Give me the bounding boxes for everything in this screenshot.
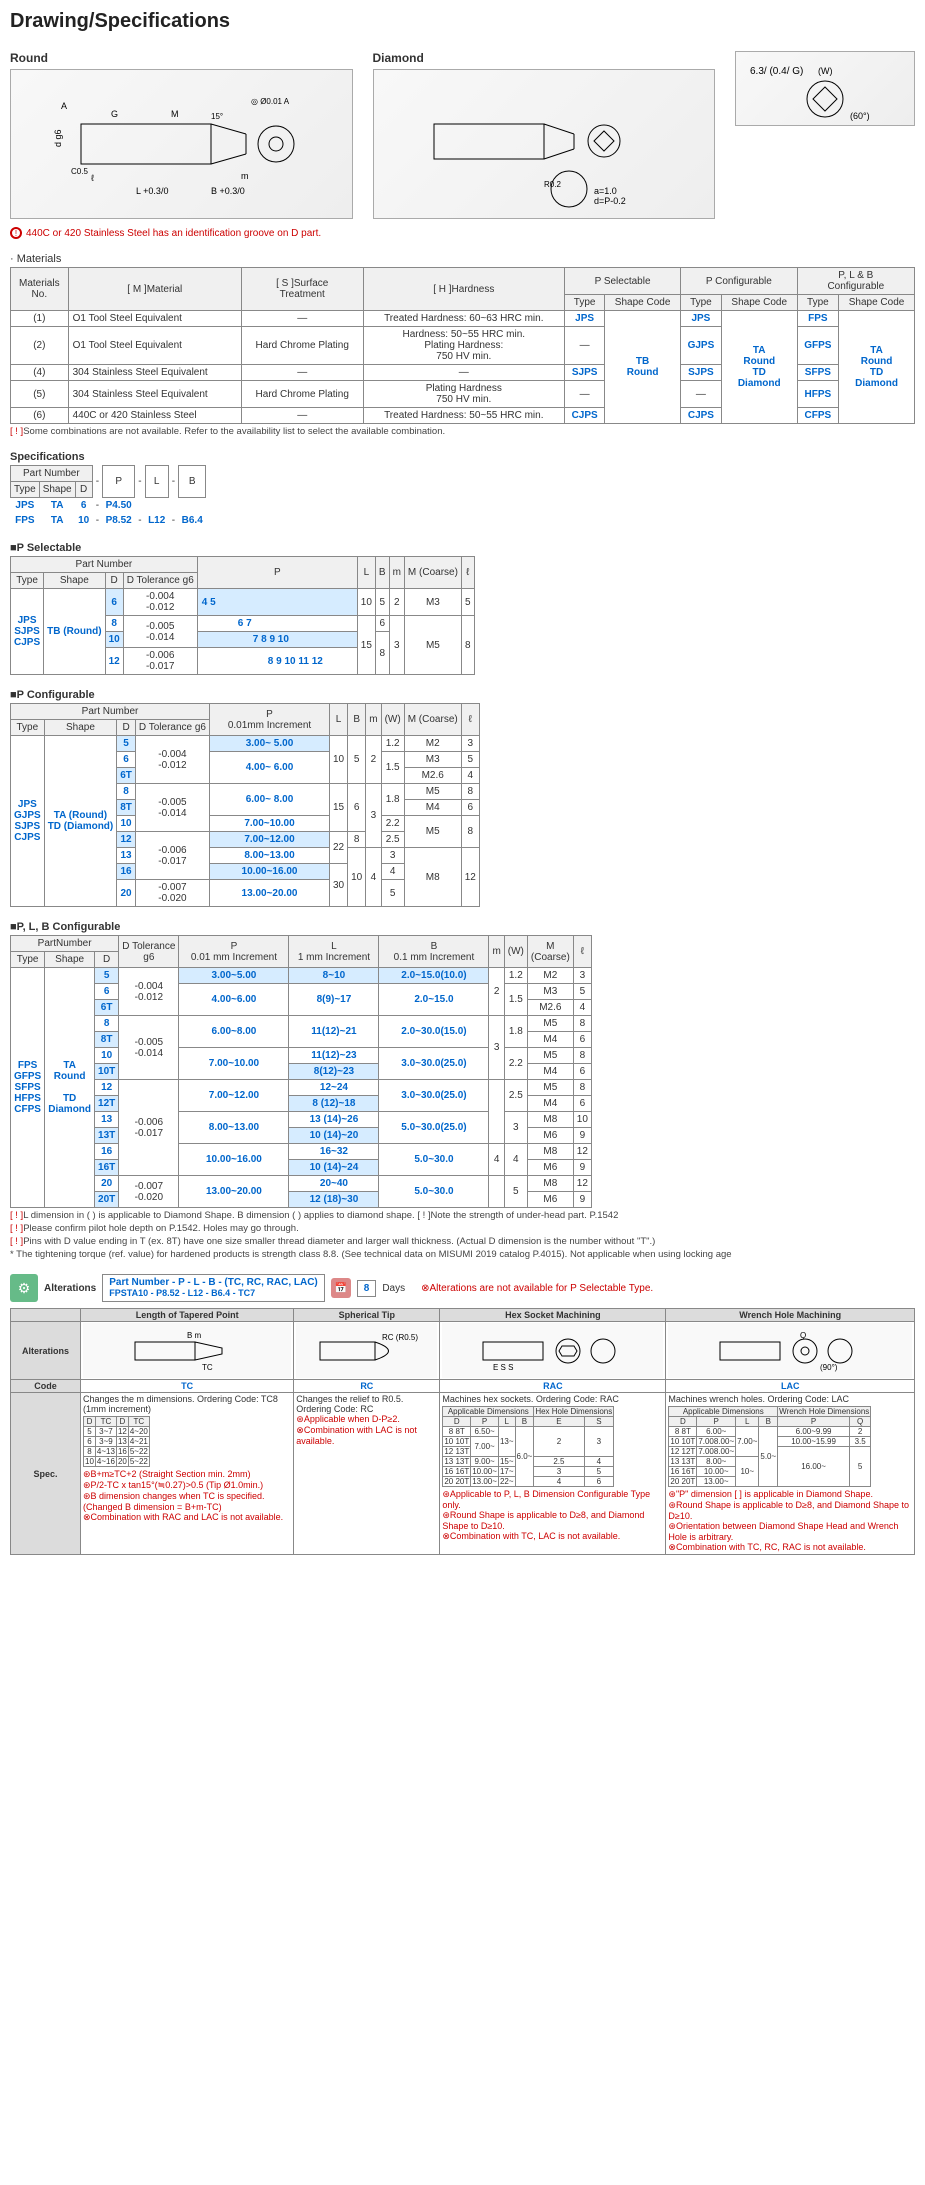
alterations-icon: ⚙ [10, 1274, 38, 1302]
svg-text:(90°): (90°) [820, 1363, 838, 1372]
drawing-round-label: Round [10, 51, 353, 65]
svg-text:6.3/ (0.4/ G): 6.3/ (0.4/ G) [750, 66, 803, 77]
svg-text:R0.2: R0.2 [544, 180, 561, 189]
svg-text:(60°): (60°) [850, 111, 870, 121]
specifications-table: Part Number -P -L -B TypeShapeD JPSTA6-P… [10, 465, 206, 528]
table-row: FPSTA10-P8.52-L12-B6.4 [11, 513, 206, 528]
svg-text:B m: B m [187, 1331, 202, 1340]
table-row: 12-0.006 -0.0177.00~12.0012~243.0~30.0(2… [11, 1080, 592, 1096]
svg-text:E S S: E S S [493, 1363, 513, 1372]
diamond-pin-svg: a=1.0 d=P-0.2 R0.2 [414, 79, 674, 209]
drawing-detail-1: 6.3/ (0.4/ G) (W) (60°) [735, 51, 915, 126]
svg-text:m: m [241, 171, 249, 181]
col-plb: P, L & B Configurable [797, 268, 914, 295]
svg-text:RC (R0.5): RC (R0.5) [382, 1333, 418, 1342]
svg-text:A: A [61, 101, 67, 111]
alt-tc-drawing: B m TC [83, 1323, 291, 1378]
table-row: JPS GJPS SJPS CJPSTA (Round) TD (Diamond… [11, 736, 480, 752]
svg-text:ℓ: ℓ [91, 173, 95, 183]
col-s: [ S ]Surface Treatment [241, 268, 363, 311]
pconf-table: Part NumberP 0.01mm IncrementLBm(W)M (Co… [10, 703, 480, 907]
materials-table: Materials No. [ M ]Material [ S ]Surface… [10, 267, 915, 424]
table-row: 8-0.005 -0.0146.00~8.0011(12)~212.0~30.0… [11, 1016, 592, 1032]
svg-text:15°: 15° [211, 112, 223, 121]
svg-text:d=P-0.2: d=P-0.2 [594, 196, 626, 206]
lac-spec-cell: Machines wrench holes. Ordering Code: LA… [666, 1393, 915, 1555]
materials-footnote: [ ! ]Some combinations are not available… [10, 426, 915, 437]
svg-text:M: M [171, 109, 179, 119]
tc-spec-cell: Changes the m dimensions. Ordering Code:… [81, 1393, 294, 1555]
alt-lac-drawing: Q (90°) [668, 1323, 912, 1378]
col-no: Materials No. [11, 268, 69, 311]
alterations-bar: ⚙ Alterations Part Number - P - L - B - … [10, 1274, 915, 1302]
alterations-table: Length of Tapered Point Spherical Tip He… [10, 1308, 915, 1555]
page-title: Drawing/Specifications [10, 10, 915, 33]
col-m: [ M ]Material [68, 268, 241, 311]
calendar-icon: 📅 [331, 1278, 351, 1298]
svg-text:Q: Q [800, 1331, 806, 1340]
plb-title: ■P, L, B Configurable [10, 921, 915, 933]
svg-text:◎ Ø0.01 A: ◎ Ø0.01 A [251, 97, 290, 106]
alt-rc-drawing: RC (R0.5) [296, 1323, 437, 1378]
svg-text:(W): (W) [818, 66, 833, 76]
identification-note: ! 440C or 420 Stainless Steel has an ide… [10, 227, 915, 239]
alterations-label: Alterations [44, 1283, 96, 1294]
col-h: [ H ]Hardness [363, 268, 565, 311]
svg-text:G: G [111, 109, 118, 119]
table-row: 107.00~10.0011(12)~233.0~30.0(25.0)2.2M5… [11, 1048, 592, 1064]
alterations-not-available: ⊗Alterations are not available for P Sel… [421, 1283, 653, 1294]
plb-foot2: [ ! ]Please confirm pilot hole depth on … [10, 1223, 915, 1234]
drawing-diamond-image: a=1.0 d=P-0.2 R0.2 [373, 69, 716, 219]
psel-title: ■P Selectable [10, 542, 915, 554]
table-row: JPSTA6-P4.50 [11, 498, 206, 514]
pconf-title: ■P Configurable [10, 689, 915, 701]
materials-label: · Materials [10, 253, 915, 265]
svg-text:d g6: d g6 [53, 129, 63, 147]
table-row: 64.00~6.008(9)~172.0~15.01.5M35 [11, 984, 592, 1000]
svg-text:B +0.3/0: B +0.3/0 [211, 186, 245, 196]
table-row: 20-0.007 -0.02013.00~20.0020~405.0~30.05… [11, 1176, 592, 1192]
drawing-round-image: A G M d g6 ℓ L +0.3/0 B +0.3/0 m C0.5 15°… [10, 69, 353, 219]
drawing-diamond-label: Diamond [373, 51, 716, 65]
plb-foot3: [ ! ]Pins with D value ending in T (ex. … [10, 1236, 915, 1247]
svg-text:C0.5: C0.5 [71, 167, 88, 176]
col-psel: P Selectable [565, 268, 681, 295]
svg-text:L +0.3/0: L +0.3/0 [136, 186, 168, 196]
plb-table: PartNumberD Tolerance g6P 0.01 mm Increm… [10, 935, 592, 1208]
rac-spec-cell: Machines hex sockets. Ordering Code: RAC… [440, 1393, 666, 1555]
alt-rac-drawing: E S S [442, 1323, 663, 1378]
specifications-title: Specifications [10, 451, 915, 463]
svg-text:TC: TC [202, 1363, 213, 1372]
table-row: 1610.00~16.0016~325.0~30.044M812 [11, 1144, 592, 1160]
table-row: FPS GFPS SFPS HFPS CFPSTA Round TD Diamo… [11, 968, 592, 984]
drawings-row: Round A G M d g6 ℓ L +0.3/0 B +0.3/0 m C0… [10, 51, 915, 219]
plb-foot1: [ ! ]L dimension in ( ) is applicable to… [10, 1210, 915, 1221]
table-row: (1)O1 Tool Steel Equivalent—Treated Hard… [11, 311, 915, 327]
table-row: 138.00~13.0013 (14)~265.0~30.0(25.0)3M81… [11, 1112, 592, 1128]
rc-spec-cell: Changes the relief to R0.5. Ordering Cod… [294, 1393, 440, 1555]
round-pin-svg: A G M d g6 ℓ L +0.3/0 B +0.3/0 m C0.5 15°… [51, 79, 311, 209]
info-icon: ! [10, 227, 22, 239]
plb-foot4: * The tightening torque (ref. value) for… [10, 1249, 915, 1260]
psel-table: Part NumberPLBmM (Coarse)ℓ TypeShapeDD T… [10, 556, 475, 675]
table-row: JPS SJPS CJPSTB (Round) 6-0.004 -0.0124 … [11, 589, 475, 616]
svg-text:a=1.0: a=1.0 [594, 186, 617, 196]
col-pconf: P Configurable [681, 268, 798, 295]
